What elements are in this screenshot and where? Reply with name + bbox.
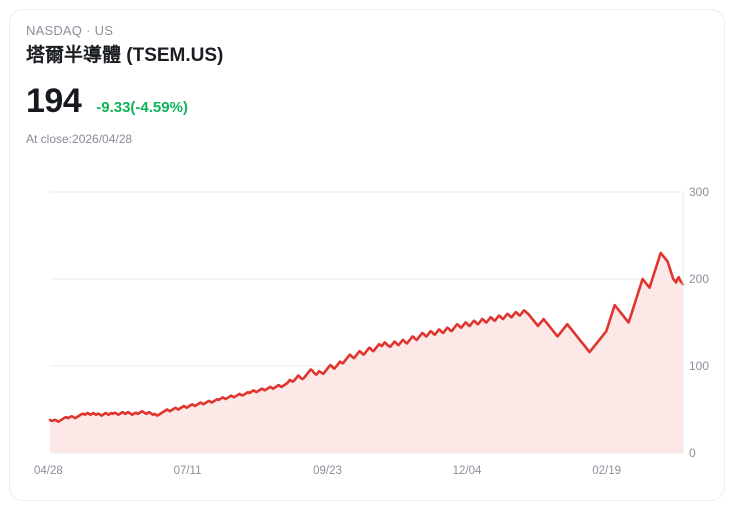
- exchange-label: NASDAQ: [26, 23, 83, 38]
- region-label: US: [94, 23, 114, 38]
- exchange-region-row: NASDAQ · US: [26, 22, 686, 40]
- x-axis-tick-label: 09/23: [313, 465, 342, 477]
- price-change: -9.33(-4.59%): [96, 99, 188, 116]
- quote-header: NASDAQ · US 塔爾半導體 (TSEM.US) 194 -9.33(-4.5…: [26, 22, 686, 147]
- price-chart-svg[interactable]: [10, 170, 725, 490]
- page-title: 塔爾半導體 (TSEM.US): [26, 45, 224, 66]
- x-axis-tick-label: 04/28: [34, 465, 63, 477]
- stock-quote-card: NASDAQ · US 塔爾半導體 (TSEM.US) 194 -9.33(-4.5…: [9, 9, 725, 501]
- x-axis-tick-label: 12/04: [452, 465, 482, 477]
- price-chart[interactable]: 300 200 100 0 04/28 07/11 09/23 12/04 02/19: [10, 170, 725, 490]
- x-axis-tick-label: 02/19: [592, 465, 622, 477]
- at-close-timestamp: At close:2026/04/28: [26, 132, 133, 146]
- price-row: 194 -9.33(-4.59%): [26, 82, 686, 120]
- price-line: [48, 251, 685, 423]
- x-axis-tick-label: 07/11: [173, 465, 202, 477]
- y-axis-tick-label: 200: [689, 272, 710, 286]
- current-price: 194: [26, 82, 82, 120]
- separator-dot: ·: [86, 23, 91, 38]
- y-axis-tick-label: 0: [689, 446, 696, 460]
- y-axis-tick-label: 100: [689, 359, 710, 373]
- y-axis-tick-label: 300: [689, 185, 710, 199]
